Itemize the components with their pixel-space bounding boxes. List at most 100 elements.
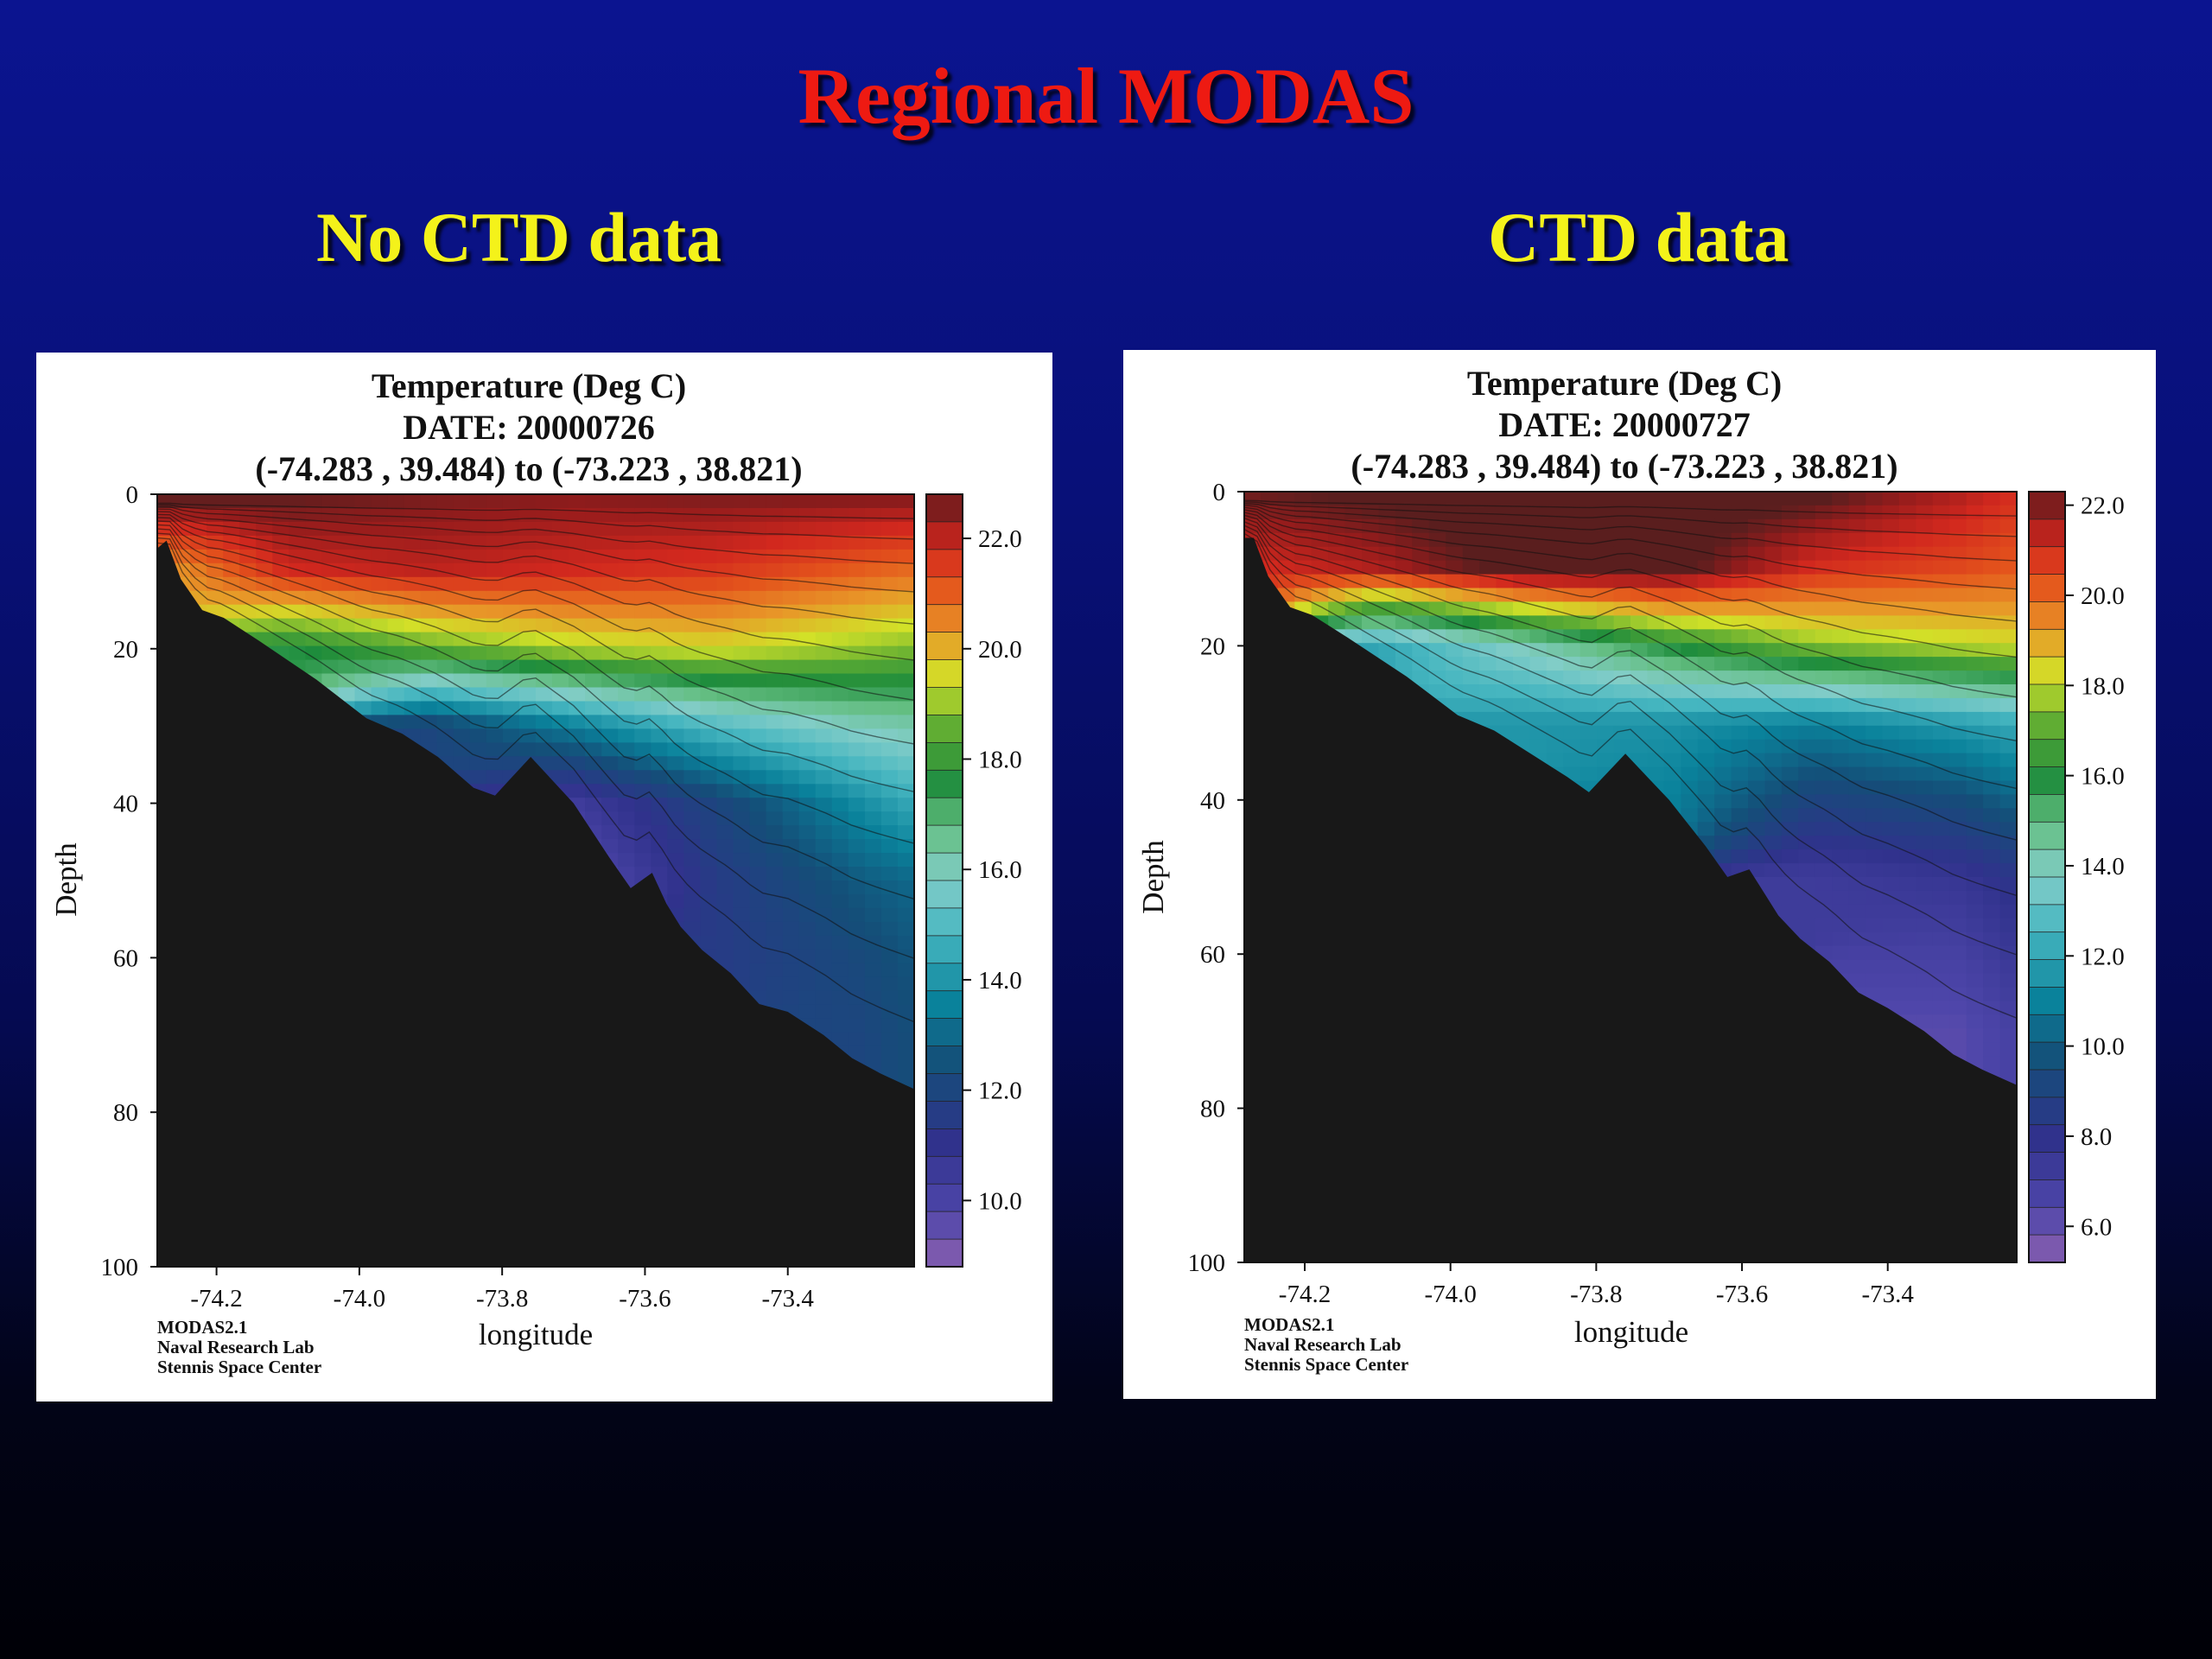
temperature-cell (749, 894, 767, 909)
temperature-cell (749, 880, 767, 895)
temperature-cell (798, 894, 817, 909)
temperature-cell (864, 687, 882, 702)
temperature-cell (354, 535, 372, 550)
colorbar-swatch (925, 1128, 963, 1158)
temperature-cell (815, 673, 833, 689)
temperature-cell (848, 963, 866, 978)
temperature-cell (1697, 643, 1715, 658)
temperature-cell (1882, 615, 1900, 631)
temperature-cell (766, 770, 784, 785)
temperature-cell (1714, 766, 1732, 782)
colorbar-swatch (925, 769, 963, 799)
temperature-cell (683, 839, 702, 854)
temperature-cell (1378, 574, 1396, 589)
temperature-cell (1714, 684, 1732, 699)
temperature-cell (1999, 574, 2018, 589)
temperature-cell (1966, 1042, 1984, 1057)
temperature-cell (1714, 657, 1732, 671)
temperature-cell (1832, 574, 1850, 589)
temperature-cell (1866, 822, 1884, 836)
temperature-cell (898, 756, 915, 772)
temperature-cell (766, 645, 784, 661)
temperature-cell (1697, 492, 1715, 506)
temperature-cell (733, 728, 751, 744)
temperature-cell (815, 770, 833, 785)
temperature-cell (618, 604, 635, 620)
temperature-section-chart: Temperature (Deg C) DATE: 20000727 (-74.… (1136, 364, 2125, 1375)
temperature-cell (1513, 725, 1531, 741)
temperature-cell (1866, 560, 1884, 575)
temperature-cell (1277, 492, 1296, 506)
temperature-cell (1663, 780, 1682, 796)
temperature-cell (766, 907, 784, 923)
temperature-cell (634, 618, 652, 633)
temperature-cell (1714, 671, 1732, 685)
temperature-cell (272, 604, 290, 620)
temperature-cell (683, 645, 702, 661)
temperature-cell (1681, 588, 1699, 603)
temperature-cell (815, 521, 833, 537)
temperature-cell (848, 811, 866, 826)
temperature-cell (618, 508, 635, 523)
temperature-cell (1613, 532, 1631, 548)
temperature-cell (1378, 505, 1396, 520)
y-tick-label: 40 (113, 791, 138, 818)
temperature-cell (700, 659, 718, 675)
temperature-cell (1714, 588, 1732, 603)
temperature-cell (749, 742, 767, 758)
temperature-cell (1446, 532, 1464, 548)
temperature-cell (536, 549, 553, 564)
temperature-cell (1848, 697, 1866, 713)
temperature-cell (1949, 890, 1967, 906)
temperature-cell (1546, 753, 1564, 768)
temperature-cell (387, 494, 405, 509)
temperature-cell (1496, 684, 1514, 699)
temperature-cell (815, 687, 833, 702)
temperature-cell (1999, 766, 2018, 782)
temperature-cell (880, 701, 899, 716)
temperature-cell (1428, 615, 1446, 631)
temperature-cell (1848, 671, 1866, 685)
temperature-cell (321, 632, 340, 647)
temperature-cell (436, 508, 454, 523)
temperature-cell (1983, 657, 2001, 671)
isotherm-line (1243, 512, 2018, 698)
temperature-cell (1681, 671, 1699, 685)
temperature-cell (782, 673, 800, 689)
temperature-cell (387, 590, 405, 606)
temperature-cell (404, 673, 422, 689)
temperature-cell (749, 867, 767, 881)
temperature-cell (1932, 671, 1950, 685)
y-tick-label: 60 (113, 944, 138, 972)
temperature-cell (766, 894, 784, 909)
temperature-cell (634, 770, 652, 785)
temperature-cell (453, 535, 471, 550)
temperature-cell (749, 853, 767, 868)
temperature-cell (733, 963, 751, 978)
temperature-cell (371, 563, 389, 578)
temperature-cell (700, 590, 718, 606)
temperature-cell (1697, 697, 1715, 713)
temperature-cell (831, 659, 849, 675)
temperature-cell (1848, 643, 1866, 658)
temperature-cell (223, 604, 240, 620)
temperature-cell (782, 990, 800, 1006)
temperature-cell (453, 645, 471, 661)
temperature-cell (469, 756, 487, 772)
temperature-cell (1848, 863, 1866, 878)
temperature-cell (1748, 725, 1766, 741)
temperature-cell (848, 549, 866, 564)
temperature-cell (1412, 629, 1430, 644)
temperature-cell (749, 535, 767, 550)
temperature-cell (1916, 877, 1934, 892)
temperature-cell (815, 590, 833, 606)
temperature-cell (1663, 505, 1682, 520)
temperature-cell (1781, 739, 1800, 754)
temperature-cell (618, 839, 635, 854)
temperature-cell (749, 659, 767, 675)
temperature-cell (536, 645, 553, 661)
temperature-cell (1630, 601, 1649, 617)
temperature-cell (585, 576, 602, 592)
temperature-cell (848, 853, 866, 868)
temperature-cell (1529, 574, 1548, 589)
